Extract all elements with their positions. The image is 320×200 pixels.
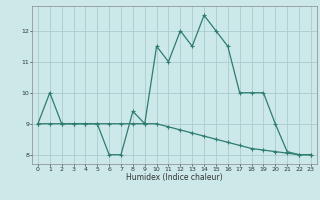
X-axis label: Humidex (Indice chaleur): Humidex (Indice chaleur) <box>126 173 223 182</box>
